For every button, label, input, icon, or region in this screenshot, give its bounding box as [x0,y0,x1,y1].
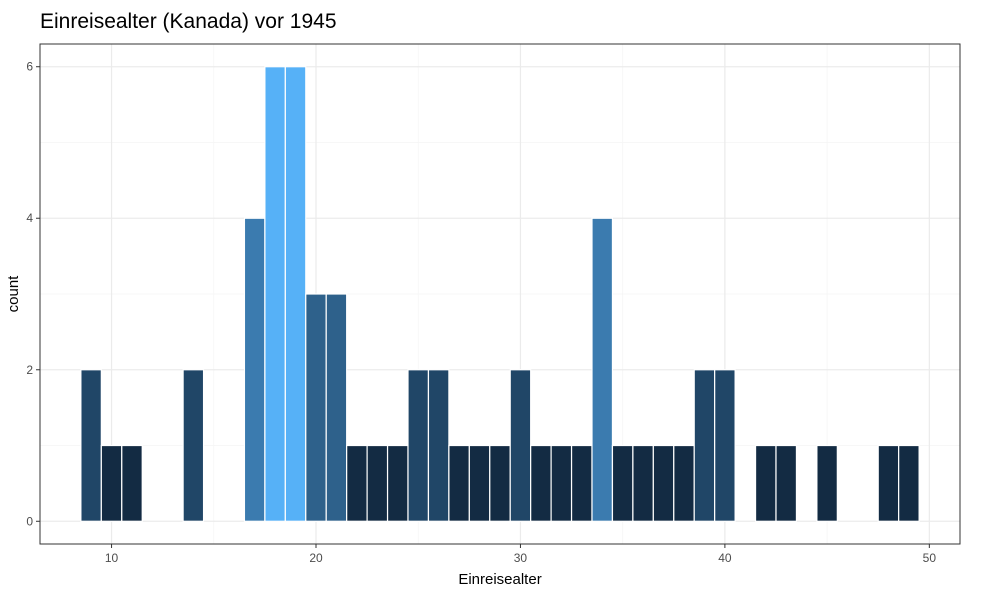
x-tick-label: 10 [105,551,119,565]
histogram-bar [386,444,409,522]
histogram-bar [591,217,614,522]
x-tick-label: 30 [514,551,528,565]
y-axis-title: count [5,275,22,313]
histogram-bar [754,444,777,522]
histogram-bar [284,66,307,522]
histogram-bar [693,369,716,522]
x-tick-label: 50 [923,551,937,565]
histogram-bar [509,369,532,522]
histogram-bar [530,444,552,522]
histogram-bar [468,444,491,522]
histogram-bar [121,444,143,522]
histogram-bar [632,444,654,522]
histogram-bar [652,444,675,522]
y-tick-label: 6 [26,60,33,74]
y-tick-label: 4 [26,211,33,225]
x-axis-title: Einreisealter [458,571,541,588]
y-tick-label: 0 [26,514,33,528]
histogram-bar [100,444,123,522]
y-tick-label: 2 [26,363,33,377]
histogram-bar [611,444,634,522]
histogram-bar [346,444,368,522]
panel-border [39,43,961,545]
histogram-bar [489,444,511,522]
histogram-bar [305,293,327,522]
x-tick-label: 40 [718,551,732,565]
histogram-bar [570,444,593,522]
histogram-bar [775,444,798,522]
histogram-bar [182,369,205,522]
histogram-bar [898,444,920,522]
histogram-bar [80,369,102,522]
histogram-bar [877,444,900,522]
chart-title: Einreisealter (Kanada) vor 1945 [40,10,337,33]
histogram-bar [407,369,430,522]
bars-layer [80,66,920,522]
histogram-bar [714,369,736,522]
histogram-bar [366,444,389,522]
histogram-bar [550,444,573,522]
histogram-bar [243,217,266,522]
histogram-bar [427,369,450,522]
histogram-bar [325,293,348,522]
histogram-bar [264,66,286,522]
histogram-bar [816,444,838,522]
histogram-bar [673,444,695,522]
ticks-layer: 10 20 30 40 50 0 2 4 6 [26,60,936,565]
x-tick-label: 20 [309,551,323,565]
histogram-bar [448,444,470,522]
